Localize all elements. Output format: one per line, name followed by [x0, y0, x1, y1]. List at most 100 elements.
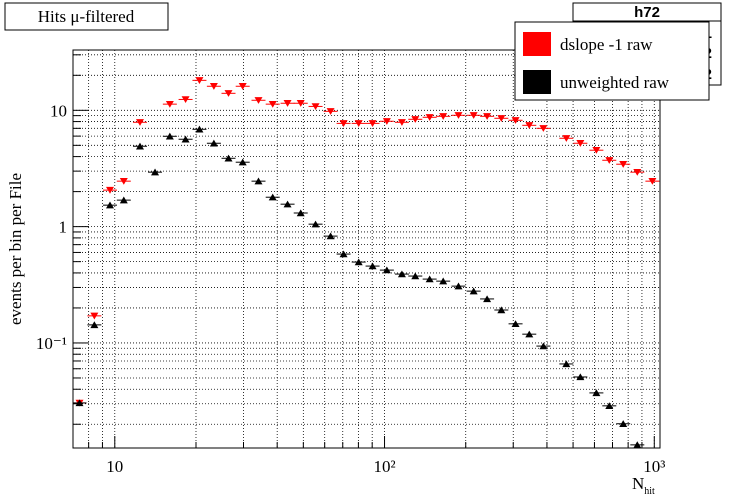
- legend-label: unweighted raw: [560, 73, 670, 92]
- marker: [296, 209, 305, 217]
- marker: [326, 232, 335, 240]
- marker: [354, 258, 363, 266]
- marker: [576, 140, 585, 147]
- point: [206, 139, 221, 147]
- point: [436, 277, 451, 285]
- legend-label: dslope -1 raw: [560, 35, 653, 54]
- marker: [296, 100, 305, 107]
- point: [408, 116, 423, 123]
- marker: [181, 135, 190, 143]
- point: [559, 360, 574, 368]
- point: [630, 168, 645, 176]
- marker: [397, 119, 406, 126]
- point: [365, 262, 380, 270]
- marker: [339, 120, 348, 127]
- point: [508, 320, 523, 328]
- point: [235, 158, 250, 166]
- point: [451, 112, 466, 119]
- point: [280, 200, 295, 208]
- marker: [209, 83, 218, 90]
- point: [422, 275, 437, 283]
- marker: [151, 168, 160, 176]
- marker: [326, 108, 335, 115]
- point: [265, 100, 280, 108]
- marker: [439, 277, 448, 285]
- point: [323, 232, 338, 240]
- marker: [483, 113, 492, 120]
- point: [336, 250, 351, 258]
- marker: [224, 154, 233, 162]
- marker: [135, 142, 144, 150]
- point: [589, 389, 604, 397]
- marker: [106, 186, 115, 194]
- point: [280, 100, 295, 107]
- marker: [619, 420, 628, 427]
- marker: [511, 117, 520, 124]
- x-tick-label: 10³: [643, 457, 665, 476]
- y-axis-label: events per bin per File: [6, 173, 25, 325]
- point: [573, 373, 588, 381]
- marker: [411, 272, 420, 280]
- marker: [311, 220, 320, 228]
- point: [132, 119, 147, 126]
- x-tick-label: 10²: [373, 457, 395, 476]
- marker: [648, 177, 657, 185]
- x-axis-label-main: N: [632, 474, 644, 493]
- marker: [75, 399, 84, 407]
- point: [221, 90, 236, 97]
- point: [408, 272, 423, 280]
- marker: [339, 250, 348, 258]
- point: [466, 112, 481, 119]
- point: [162, 132, 177, 140]
- grid: [73, 50, 660, 448]
- point: [436, 113, 451, 120]
- point: [251, 97, 266, 104]
- marker: [483, 295, 492, 303]
- point: [494, 115, 509, 122]
- marker: [469, 112, 478, 119]
- marker: [268, 100, 277, 108]
- marker: [165, 100, 174, 108]
- marker: [454, 112, 463, 119]
- marker: [525, 330, 534, 338]
- point: [235, 83, 250, 90]
- marker: [119, 196, 128, 204]
- point: [308, 220, 323, 228]
- point: [602, 402, 617, 410]
- point: [178, 135, 193, 143]
- marker: [397, 270, 406, 278]
- point: [192, 77, 207, 84]
- point: [522, 122, 537, 129]
- stats-title: h72: [634, 4, 660, 21]
- marker: [497, 115, 506, 122]
- point: [466, 287, 481, 295]
- marker: [592, 147, 601, 154]
- marker: [368, 262, 377, 270]
- point: [221, 154, 236, 162]
- marker: [382, 266, 391, 274]
- marker: [209, 139, 218, 147]
- point: [451, 282, 466, 290]
- marker: [497, 306, 506, 314]
- chart-title: Hits μ-filtered: [38, 7, 135, 26]
- point: [379, 118, 394, 125]
- marker: [195, 125, 204, 133]
- marker: [469, 287, 478, 295]
- point: [87, 321, 102, 329]
- marker: [439, 113, 448, 120]
- point: [293, 100, 308, 107]
- point: [265, 193, 280, 201]
- y-tick-label: 10⁻¹: [36, 334, 67, 353]
- point: [148, 168, 163, 176]
- point: [379, 266, 394, 274]
- marker: [368, 120, 377, 127]
- marker: [619, 161, 628, 168]
- marker: [511, 320, 520, 328]
- y-tick-label: 10: [50, 101, 67, 120]
- point: [103, 186, 118, 194]
- frame: [72, 49, 661, 449]
- marker: [354, 120, 363, 127]
- point: [192, 125, 207, 133]
- point: [336, 120, 351, 127]
